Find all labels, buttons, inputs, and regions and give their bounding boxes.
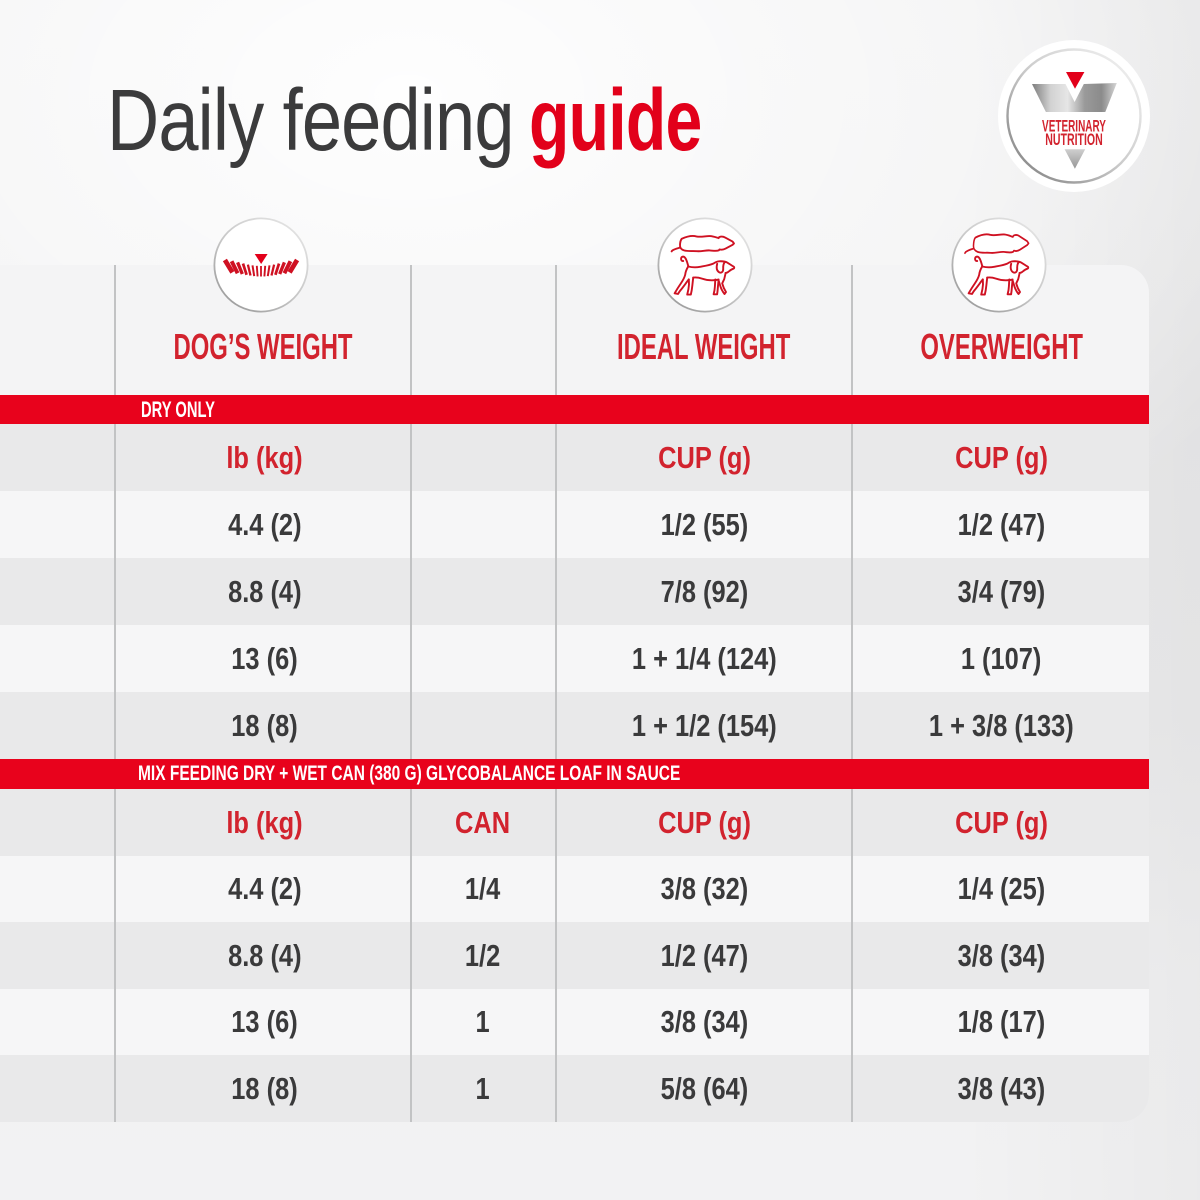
svg-text:NUTRITION: NUTRITION (1045, 129, 1102, 148)
svg-text:VETERINARY: VETERINARY (1042, 117, 1106, 135)
